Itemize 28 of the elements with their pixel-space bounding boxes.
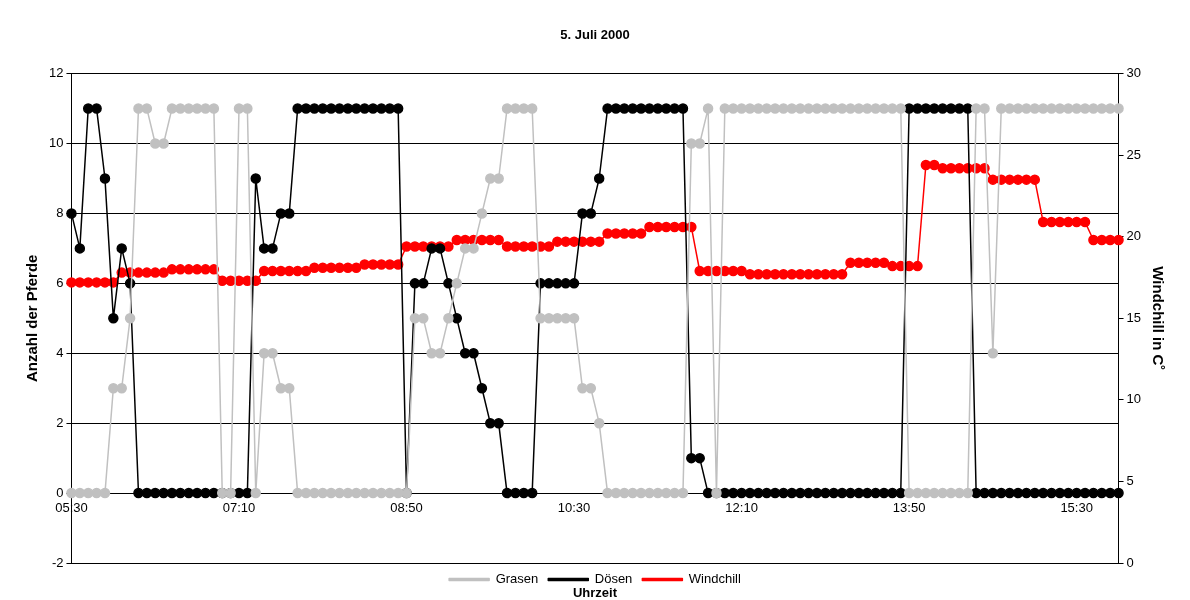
y2-tick-label: 15 [1126,309,1142,325]
x-tick-label: 07:10 [222,500,256,516]
y2-tick-label: 20 [1126,228,1142,244]
y-axis-title: Anzahl der Pferde [23,254,41,383]
x-tick-label: 15:30 [1060,500,1093,516]
y2-axis-title: Windchill in C˚ [1149,266,1167,371]
y2-tick-label: 30 [1126,65,1142,81]
legend-label: Grasen [495,571,539,587]
y2-tick-label: 0 [1126,554,1134,570]
y-tick-label: -2 [51,554,64,570]
x-tick-label: 08:50 [390,500,423,516]
y-tick-label: 8 [56,205,64,221]
y2-tick-label: 5 [1126,473,1134,489]
y-tick-label: 6 [56,274,64,290]
x-tick-label: 12:10 [725,500,758,516]
x-axis-title: Uhrzeit [572,584,618,600]
y2-tick-label: 10 [1126,391,1142,407]
y-tick-label: 12 [48,65,64,81]
y-tick-label: 10 [48,135,64,151]
y-tick-label: 2 [56,414,64,430]
x-tick-label: 10:30 [557,500,591,516]
chart-title: 5. Juli 2000 [560,27,630,43]
x-tick-label: 13:50 [892,500,926,516]
y-tick-label: 0 [56,484,64,500]
y-tick-label: 4 [56,344,64,360]
legend-label: Windchill [688,571,741,587]
legend-label: Dösen [594,571,633,587]
y2-tick-label: 25 [1126,146,1142,162]
